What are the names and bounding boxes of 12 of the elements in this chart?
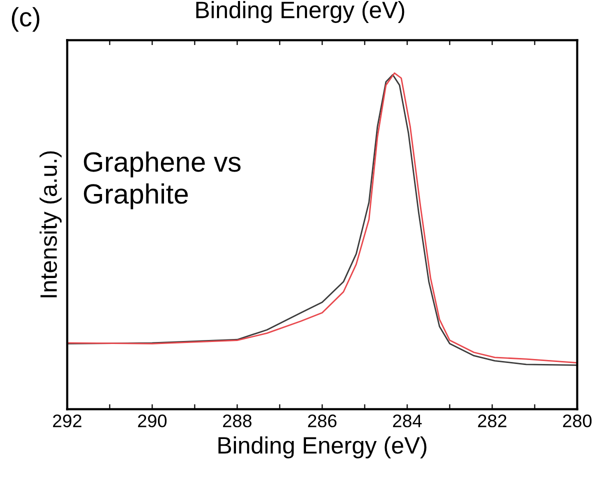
x-tick-label: 290 xyxy=(138,414,167,428)
x-tick-label: 284 xyxy=(393,414,422,428)
text: Binding Energy (eV) xyxy=(196,0,404,23)
annotation: Graphene vs Graphite xyxy=(84,151,241,210)
x-tick-label: 286 xyxy=(308,414,336,428)
text: (c) xyxy=(12,7,40,32)
y-axis-title: Intensity (a.u.) xyxy=(40,151,62,298)
x-tick-label: 288 xyxy=(223,414,252,428)
x-tick-label: 292 xyxy=(53,414,82,428)
x-tick-label: 280 xyxy=(563,414,592,428)
x-axis-title: Binding Energy (eV) xyxy=(218,436,426,458)
x-tick-label: 282 xyxy=(478,414,506,428)
